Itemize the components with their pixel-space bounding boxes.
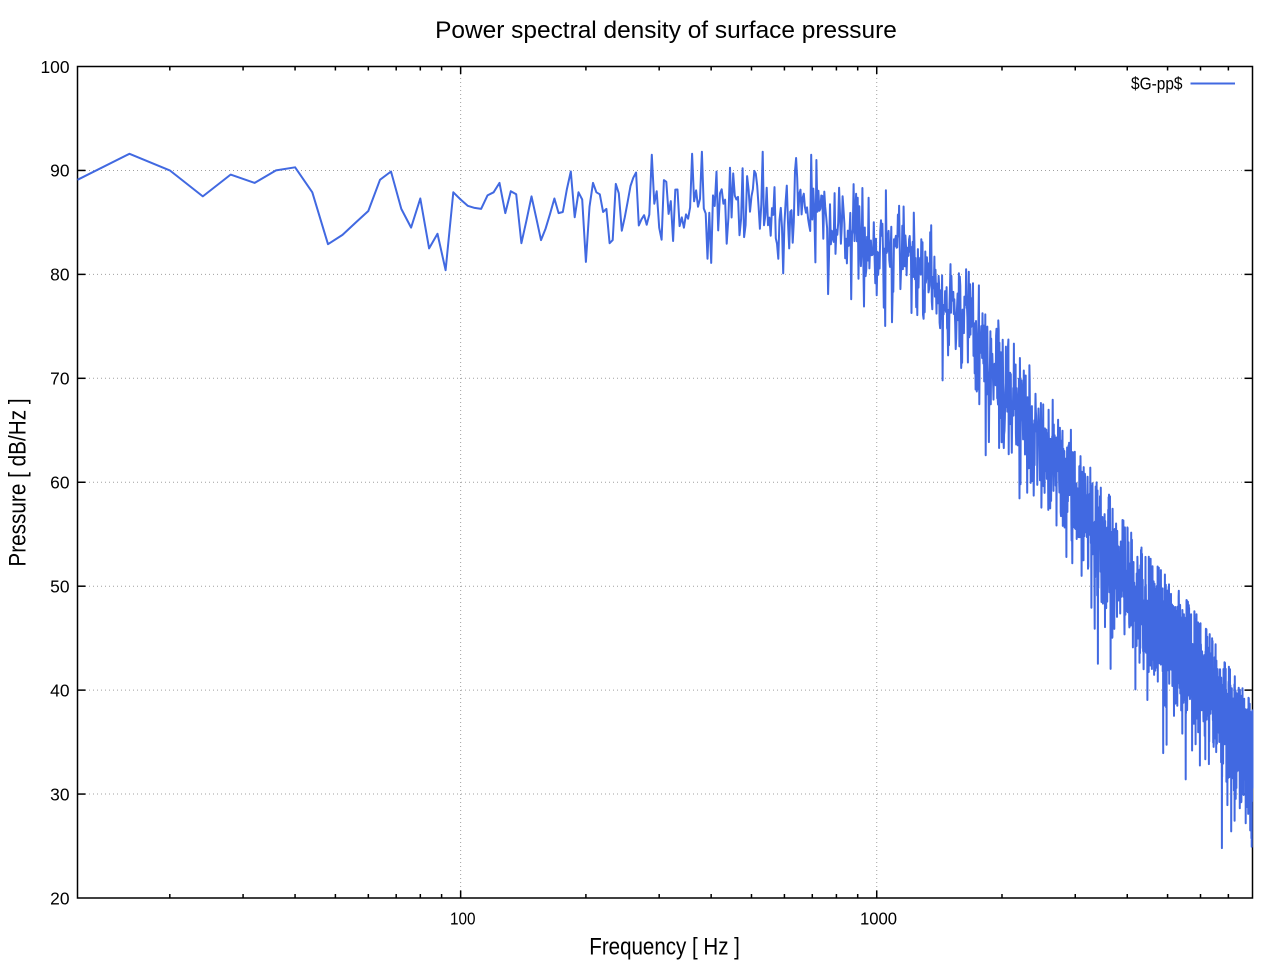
svg-text:100: 100 bbox=[40, 57, 69, 77]
svg-text:$G-pp$: $G-pp$ bbox=[1131, 74, 1183, 94]
svg-text:Power spectral density of surf: Power spectral density of surface pressu… bbox=[435, 17, 897, 44]
svg-text:80: 80 bbox=[50, 265, 69, 285]
svg-text:30: 30 bbox=[50, 784, 69, 804]
svg-text:90: 90 bbox=[50, 161, 69, 181]
svg-text:1000: 1000 bbox=[860, 909, 897, 929]
svg-text:60: 60 bbox=[50, 473, 69, 493]
svg-text:40: 40 bbox=[50, 680, 69, 700]
svg-text:50: 50 bbox=[50, 576, 69, 596]
svg-text:Frequency [ Hz ]: Frequency [ Hz ] bbox=[589, 934, 740, 961]
svg-text:Pressure [ dB/Hz ]: Pressure [ dB/Hz ] bbox=[5, 398, 32, 566]
svg-text:20: 20 bbox=[50, 888, 69, 908]
svg-text:100: 100 bbox=[450, 909, 476, 929]
svg-text:70: 70 bbox=[50, 369, 69, 389]
